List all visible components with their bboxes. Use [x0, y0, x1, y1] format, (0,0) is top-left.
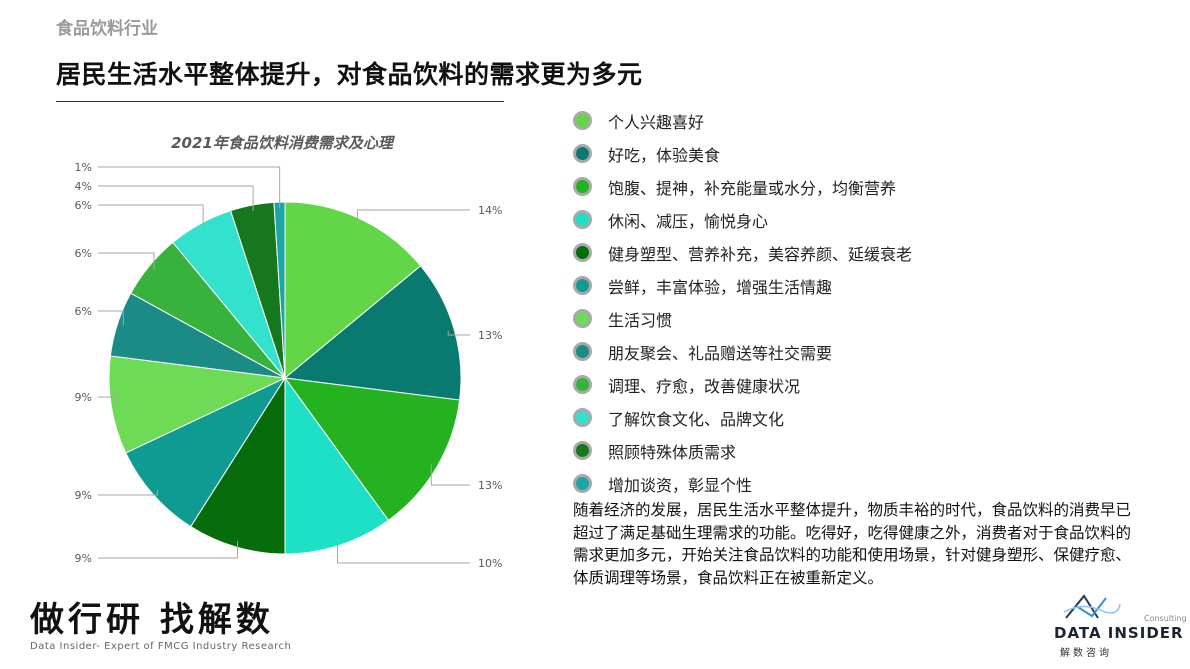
data-label: 6% [75, 305, 92, 318]
legend-label: 照顾特殊体质需求 [608, 442, 737, 462]
legend-swatch-icon [573, 474, 592, 493]
leader-line [430, 464, 470, 486]
data-label: 10% [478, 557, 502, 570]
legend-item: 生活习惯 [570, 302, 990, 335]
data-label: 4% [75, 180, 92, 193]
legend-label: 健身塑型、营养补充，美容养颜、延缓衰老 [608, 244, 913, 264]
legend-swatch-icon [573, 408, 592, 427]
legend-item: 个人兴趣喜好 [570, 104, 990, 137]
legend-swatch-icon [573, 144, 592, 163]
data-label: 9% [75, 552, 92, 565]
chart-title: 2021年食品饮料消费需求及心理 [171, 134, 396, 152]
data-label: 6% [75, 247, 92, 260]
legend-label: 增加谈资，彰显个性 [608, 475, 753, 495]
legend-swatch-icon [573, 111, 592, 130]
legend-item: 饱腹、提神，补充能量或水分，均衡营养 [570, 170, 990, 203]
legend-item: 增加谈资，彰显个性 [570, 467, 990, 500]
leader-line [98, 396, 118, 405]
legend-swatch-icon [573, 342, 592, 361]
legend-label: 朋友聚会、礼品赠送等社交需要 [608, 343, 833, 363]
leader-line [337, 539, 470, 564]
logo-name: DATA INSIDER [1054, 624, 1184, 642]
industry-label: 食品饮料行业 [56, 19, 158, 39]
legend-label: 好吃，体验美食 [608, 145, 721, 165]
leader-line [98, 310, 124, 326]
pie-slice [125, 376, 287, 528]
chart-legend: 个人兴趣喜好 好吃，体验美食饱腹、提神，补充能量或水分，均衡营养 休闲、减压，愉悦身… [570, 104, 990, 500]
leader-line [447, 330, 470, 336]
legend-swatch-icon [573, 177, 592, 196]
legend-item: 尝鲜，丰富体验，增强生活情趣 [570, 269, 990, 302]
legend-label: 了解饮食文化、品牌文化 [608, 409, 785, 429]
leader-line [98, 166, 281, 209]
legend-swatch-icon [573, 276, 592, 295]
legend-item: 了解饮食文化、品牌文化 [570, 401, 990, 434]
pie-slice [108, 355, 287, 454]
wave-triangle-icon [1063, 594, 1121, 619]
logo-consulting: Consulting [1144, 614, 1187, 623]
data-label: 13% [478, 329, 502, 342]
pie-slice [284, 201, 422, 380]
legend-swatch-icon [573, 243, 592, 262]
brand-tagline: Data Insider- Expert of FMCG Industry Re… [30, 641, 292, 652]
leader-line [98, 204, 204, 230]
legend-swatch-icon [573, 441, 592, 460]
legend-item: 好吃，体验美食 [570, 137, 990, 170]
pie-slice [283, 377, 461, 522]
legend-label: 尝鲜，丰富体验，增强生活情趣 [608, 277, 833, 297]
legend-label: 个人兴趣喜好 [608, 112, 705, 132]
leader-line [98, 541, 239, 559]
legend-item: 健身塑型、营养补充，美容养颜、延缓衰老 [570, 236, 990, 269]
legend-swatch-icon [573, 309, 592, 328]
legend-label: 饱腹、提神，补充能量或水分，均衡营养 [608, 178, 897, 198]
pie-chart: 2021年食品饮料消费需求及心理 14% 13% 13% 10% 9% 9% 9% 6% 6% 6… [75, 134, 503, 570]
page-title: 居民生活水平整体提升，对食品饮料的需求更为多元 [56, 60, 643, 89]
data-label: 14% [478, 204, 502, 217]
legend-item: 照顾特殊体质需求 [570, 434, 990, 467]
data-label: 9% [75, 391, 92, 404]
logo-subtitle: 解数咨询 [1060, 648, 1112, 659]
leader-line [356, 209, 470, 225]
brand-slogan: 做行研 找解数 [30, 600, 274, 640]
data-label: 9% [75, 489, 92, 502]
leader-line [98, 185, 254, 212]
pie-slice [190, 376, 286, 555]
pie-slice [284, 376, 390, 555]
leader-line [98, 490, 158, 496]
legend-label: 休闲、减压，愉悦身心 [608, 211, 769, 231]
legend-swatch-icon [573, 210, 592, 229]
legend-label: 生活习惯 [608, 310, 673, 330]
legend-item: 休闲、减压，愉悦身心 [570, 203, 990, 236]
legend-label: 调理、疗愈，改善健康状况 [608, 376, 801, 396]
legend-swatch-icon [573, 375, 592, 394]
leader-line [98, 252, 155, 270]
company-logo: Consulting DATA INSIDER 解数咨询 [1052, 592, 1187, 662]
legend-item: 朋友聚会、礼品赠送等社交需要 [570, 335, 990, 368]
legend-item: 调理、疗愈，改善健康状况 [570, 368, 990, 401]
pie-slice [283, 265, 462, 401]
data-label: 13% [478, 479, 502, 492]
data-label: 6% [75, 199, 92, 212]
data-label: 1% [75, 161, 92, 174]
description-text: 随着经济的发展，居民生活水平整体提升，物质丰裕的时代，食品饮料的消费早已超过了满… [573, 501, 1132, 587]
title-divider [56, 101, 504, 102]
